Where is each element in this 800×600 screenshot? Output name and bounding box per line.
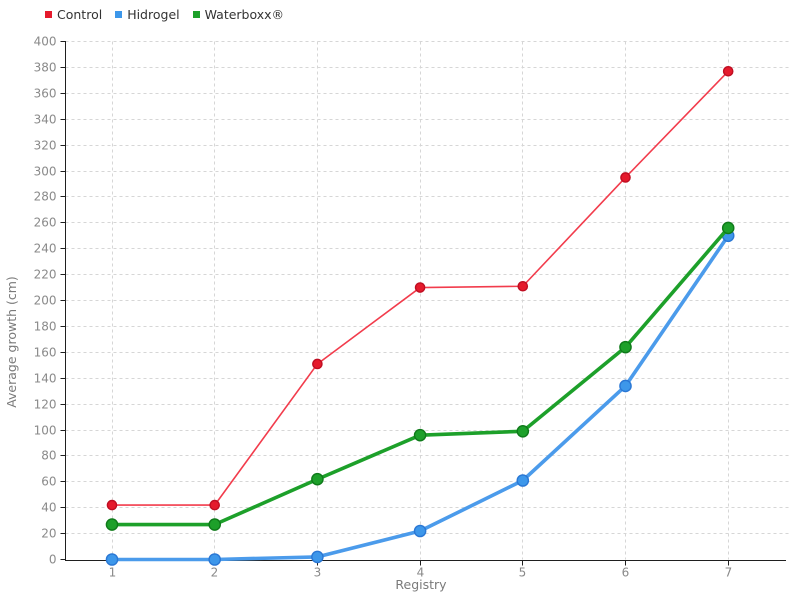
marker-waterboxx-4[interactable] bbox=[413, 428, 427, 442]
marker-control-5[interactable] bbox=[517, 280, 529, 292]
chart-legend: Control Hidrogel Waterboxx® bbox=[45, 7, 284, 22]
y-tick-label: 120 bbox=[34, 398, 57, 412]
gridlines bbox=[65, 41, 790, 560]
x-tick-label: 6 bbox=[622, 566, 630, 580]
y-tick-label: 160 bbox=[34, 346, 57, 360]
y-tick-label: 340 bbox=[34, 113, 57, 127]
legend-item-hidrogel[interactable]: Hidrogel bbox=[115, 7, 180, 22]
x-tick-label: 5 bbox=[519, 566, 527, 580]
y-tick-label: 240 bbox=[34, 242, 57, 256]
marker-waterboxx-5[interactable] bbox=[516, 424, 530, 438]
y-tick-label: 220 bbox=[34, 268, 57, 282]
marker-waterboxx-7[interactable] bbox=[721, 221, 735, 235]
y-tick-label: 300 bbox=[34, 165, 57, 179]
marker-control-3[interactable] bbox=[312, 358, 323, 370]
axes bbox=[60, 41, 786, 566]
y-axis-title: Average growth (cm) bbox=[4, 276, 19, 408]
marker-control-4[interactable] bbox=[414, 282, 426, 293]
x-tick-label: 4 bbox=[417, 566, 425, 580]
marker-hidrogel-6[interactable] bbox=[619, 379, 632, 393]
y-tick-label: 400 bbox=[34, 35, 57, 49]
x-tick-label: 3 bbox=[314, 566, 322, 580]
marker-hidrogel-2[interactable] bbox=[208, 553, 221, 566]
y-tick-label: 180 bbox=[34, 320, 57, 334]
y-tick-label: 380 bbox=[34, 61, 57, 75]
series-group bbox=[105, 65, 735, 566]
marker-hidrogel-3[interactable] bbox=[311, 550, 324, 564]
marker-waterboxx-6[interactable] bbox=[619, 340, 632, 354]
legend-item-waterboxx[interactable]: Waterboxx® bbox=[192, 7, 285, 22]
legend-label-control: Control bbox=[57, 7, 103, 22]
marker-control-2[interactable] bbox=[209, 499, 220, 511]
legend-swatch-control bbox=[45, 11, 52, 18]
x-tick-label: 7 bbox=[725, 566, 733, 580]
marker-waterboxx-2[interactable] bbox=[208, 518, 221, 531]
y-tick-label: 280 bbox=[34, 190, 57, 204]
y-tick-label: 0 bbox=[49, 553, 57, 567]
y-tick-label: 20 bbox=[41, 527, 56, 541]
marker-control-6[interactable] bbox=[620, 172, 631, 183]
x-axis-title: Registry bbox=[395, 577, 447, 592]
legend-swatch-waterboxx bbox=[192, 11, 200, 18]
y-tick-label: 260 bbox=[34, 216, 57, 230]
marker-control-1[interactable] bbox=[106, 499, 118, 511]
tick-labels: 0 20 40 60 80 100 120 140 160 180 200 220 240 260 280 3… bbox=[34, 35, 733, 580]
marker-hidrogel-5[interactable] bbox=[516, 474, 530, 487]
y-tick-label: 80 bbox=[41, 449, 56, 463]
legend-label-waterboxx: Waterboxx® bbox=[204, 7, 285, 22]
marker-control-7[interactable] bbox=[722, 65, 734, 77]
y-tick-label: 100 bbox=[34, 424, 57, 438]
y-tick-label: 200 bbox=[34, 294, 57, 308]
y-tick-label: 320 bbox=[34, 139, 57, 153]
y-tick-label: 40 bbox=[41, 501, 56, 515]
legend-swatch-hidrogel bbox=[115, 11, 123, 18]
legend-label-hidrogel: Hidrogel bbox=[127, 7, 180, 22]
y-tick-label: 140 bbox=[34, 372, 57, 386]
marker-waterboxx-3[interactable] bbox=[311, 472, 324, 486]
axis-lines bbox=[65, 41, 786, 561]
legend-item-control[interactable]: Control bbox=[45, 7, 102, 22]
x-tick-label: 2 bbox=[211, 566, 219, 580]
marker-waterboxx-1[interactable] bbox=[105, 518, 119, 531]
marker-hidrogel-4[interactable] bbox=[413, 524, 427, 538]
y-tick-label: 360 bbox=[34, 87, 57, 101]
x-tick-label: 1 bbox=[109, 566, 117, 580]
y-tick-label: 60 bbox=[41, 475, 56, 489]
marker-hidrogel-1[interactable] bbox=[105, 553, 119, 566]
